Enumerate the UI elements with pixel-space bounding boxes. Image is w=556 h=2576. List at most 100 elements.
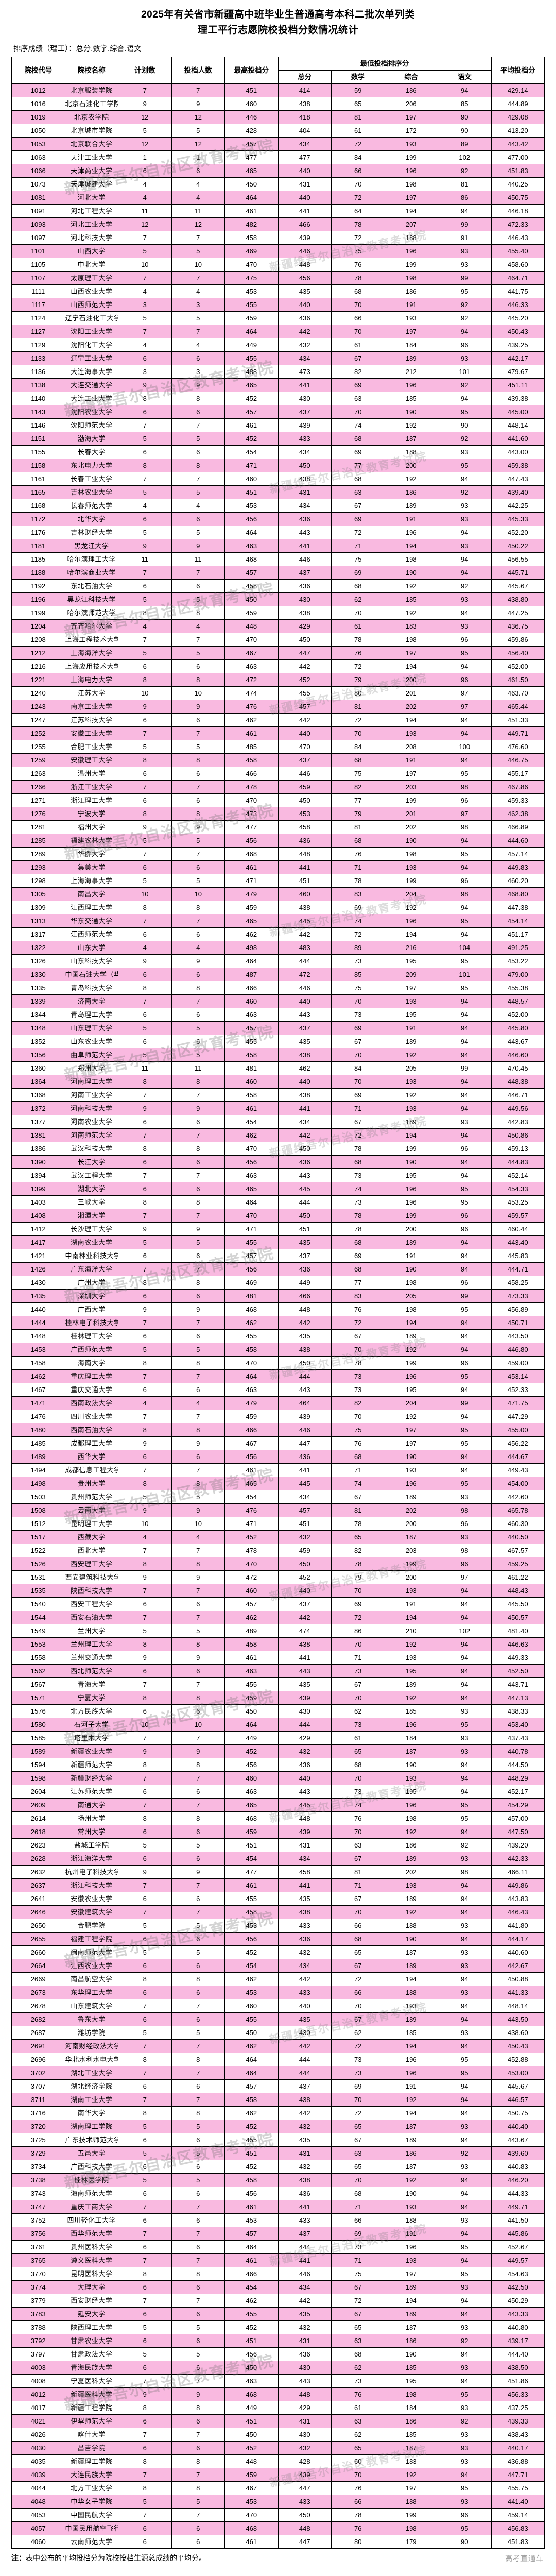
cell-highest-score: 463 bbox=[224, 539, 279, 553]
cell-chinese: 98 bbox=[438, 1544, 492, 1557]
cell-highest-score: 452 bbox=[224, 2160, 279, 2174]
cell-admitted-count: 7 bbox=[171, 1677, 225, 1691]
cell-highest-score: 455 bbox=[224, 351, 279, 365]
cell-school-code: 3765 bbox=[11, 2253, 65, 2267]
cell-chinese: 94 bbox=[438, 2106, 492, 2120]
cell-chinese: 102 bbox=[438, 150, 492, 164]
cell-average: 442.83 bbox=[491, 1115, 545, 1129]
cell-chinese: 94 bbox=[438, 1048, 492, 1062]
cell-math: 83 bbox=[331, 1289, 385, 1303]
cell-chinese: 93 bbox=[438, 2213, 492, 2227]
cell-chinese: 99 bbox=[438, 217, 492, 231]
cell-school-code: 2682 bbox=[11, 2012, 65, 2026]
table-row: 1471 西南政法大学 4 4 479 464 82 204 99 471.75 bbox=[11, 1396, 545, 1410]
cell-plan-count: 4 bbox=[118, 1396, 172, 1410]
cell-comprehensive: 193 bbox=[384, 1651, 438, 1665]
cell-math: 76 bbox=[331, 2387, 385, 2401]
cell-average: 436.75 bbox=[491, 619, 545, 633]
cell-highest-score: 485 bbox=[224, 740, 279, 754]
cell-total: 457 bbox=[277, 1503, 332, 1517]
cell-average: 472.33 bbox=[491, 217, 545, 231]
cell-comprehensive: 194 bbox=[384, 204, 438, 218]
cell-admitted-count: 6 bbox=[171, 1932, 225, 1946]
cell-math: 65 bbox=[331, 2160, 385, 2174]
cell-comprehensive: 196 bbox=[384, 526, 438, 539]
cell-admitted-count: 6 bbox=[171, 2012, 225, 2026]
cell-admitted-count: 9 bbox=[171, 378, 225, 392]
cell-chinese: 99 bbox=[438, 1289, 492, 1303]
cell-highest-score: 470 bbox=[224, 1209, 279, 1223]
table-row: 1549 兰州大学 5 5 489 474 86 210 102 481.40 bbox=[11, 1624, 545, 1638]
cell-school-code: 1377 bbox=[11, 1115, 65, 1129]
cell-admitted-count: 5 bbox=[171, 1838, 225, 1852]
cell-school-name: 大连海事大学 bbox=[64, 365, 118, 379]
cell-school-name: 沈阳工业大学 bbox=[64, 325, 118, 338]
cell-school-code: 3797 bbox=[11, 2347, 65, 2361]
cell-school-code: 1073 bbox=[11, 177, 65, 191]
cell-highest-score: 467 bbox=[224, 646, 279, 660]
cell-total: 440 bbox=[277, 1075, 332, 1089]
cell-total: 442 bbox=[277, 2039, 332, 2053]
cell-plan-count: 6 bbox=[118, 405, 172, 419]
cell-school-name: 哈尔滨师范大学 bbox=[64, 606, 118, 620]
table-row: 3783 延安大学 6 6 455 435 67 189 94 443.33 bbox=[11, 2307, 545, 2321]
cell-school-code: 2669 bbox=[11, 1972, 65, 1986]
cell-comprehensive: 189 bbox=[384, 1677, 438, 1691]
cell-plan-count: 6 bbox=[118, 2441, 172, 2455]
table-row: 1435 深圳大学 6 6 481 466 83 205 99 473.33 bbox=[11, 1289, 545, 1303]
cell-comprehensive: 185 bbox=[384, 2361, 438, 2375]
cell-plan-count: 5 bbox=[118, 1490, 172, 1504]
table-row: 1289 华侨大学 7 7 468 448 76 198 95 457.14 bbox=[11, 847, 545, 861]
cell-total: 440 bbox=[277, 1584, 332, 1598]
cell-average: 460.44 bbox=[491, 1222, 545, 1236]
cell-math: 68 bbox=[331, 1262, 385, 1276]
cell-total: 437 bbox=[277, 753, 332, 767]
cell-admitted-count: 7 bbox=[171, 1128, 225, 1142]
cell-school-code: 4053 bbox=[11, 2508, 65, 2522]
cell-comprehensive: 189 bbox=[384, 1035, 438, 1048]
table-row: 1348 山东理工大学 5 5 457 437 69 191 94 445.80 bbox=[11, 1021, 545, 1035]
cell-comprehensive: 194 bbox=[384, 2106, 438, 2120]
cell-school-name: 青海大学 bbox=[64, 1677, 118, 1691]
cell-school-name: 南昌大学 bbox=[64, 887, 118, 901]
table-row: 2660 闽南师范大学 5 5 452 432 65 187 93 440.60 bbox=[11, 1945, 545, 1959]
cell-plan-count: 5 bbox=[118, 2347, 172, 2361]
cell-plan-count: 6 bbox=[118, 351, 172, 365]
cell-chinese: 94 bbox=[438, 1383, 492, 1397]
cell-admitted-count: 8 bbox=[171, 1477, 225, 1490]
cell-admitted-count: 9 bbox=[171, 1503, 225, 1517]
cell-average: 445.71 bbox=[491, 566, 545, 580]
cell-average: 454.29 bbox=[491, 1798, 545, 1812]
cell-school-code: 1558 bbox=[11, 1651, 65, 1665]
cell-average: 451.86 bbox=[491, 2374, 545, 2388]
cell-comprehensive: 196 bbox=[384, 244, 438, 258]
cell-math: 65 bbox=[331, 2120, 385, 2133]
cell-total: 435 bbox=[277, 1329, 332, 1343]
table-row: 3734 广西科技大学 6 6 452 432 65 187 93 440.83 bbox=[11, 2160, 545, 2174]
cell-math: 67 bbox=[331, 1035, 385, 1048]
cell-comprehensive: 196 bbox=[384, 1477, 438, 1490]
cell-math: 74 bbox=[331, 914, 385, 928]
cell-highest-score: 465 bbox=[224, 1798, 279, 1812]
cell-school-code: 1158 bbox=[11, 459, 65, 472]
cell-school-code: 1263 bbox=[11, 767, 65, 781]
title-line-2: 理工平行志愿院校投档分数情况统计 bbox=[197, 25, 358, 36]
cell-total: 439 bbox=[277, 1691, 332, 1705]
cell-plan-count: 7 bbox=[118, 1731, 172, 1745]
cell-comprehensive: 193 bbox=[384, 311, 438, 325]
cell-plan-count: 5 bbox=[118, 1343, 172, 1357]
cell-highest-score: 465 bbox=[224, 378, 279, 392]
cell-school-name: 兰州理工大学 bbox=[64, 1637, 118, 1651]
cell-chinese: 94 bbox=[438, 1075, 492, 1089]
cell-admitted-count: 7 bbox=[171, 1731, 225, 1745]
cell-comprehensive: 185 bbox=[384, 1704, 438, 1718]
cell-comprehensive: 189 bbox=[384, 1959, 438, 1973]
cell-school-code: 1549 bbox=[11, 1624, 65, 1638]
cell-admitted-count: 4 bbox=[171, 338, 225, 352]
cell-school-name: 济南大学 bbox=[64, 994, 118, 1008]
cell-chinese: 99 bbox=[438, 1396, 492, 1410]
cell-plan-count: 5 bbox=[118, 834, 172, 848]
cell-admitted-count: 6 bbox=[171, 659, 225, 673]
cell-plan-count: 5 bbox=[118, 1235, 172, 1249]
cell-school-code: 1136 bbox=[11, 365, 65, 379]
